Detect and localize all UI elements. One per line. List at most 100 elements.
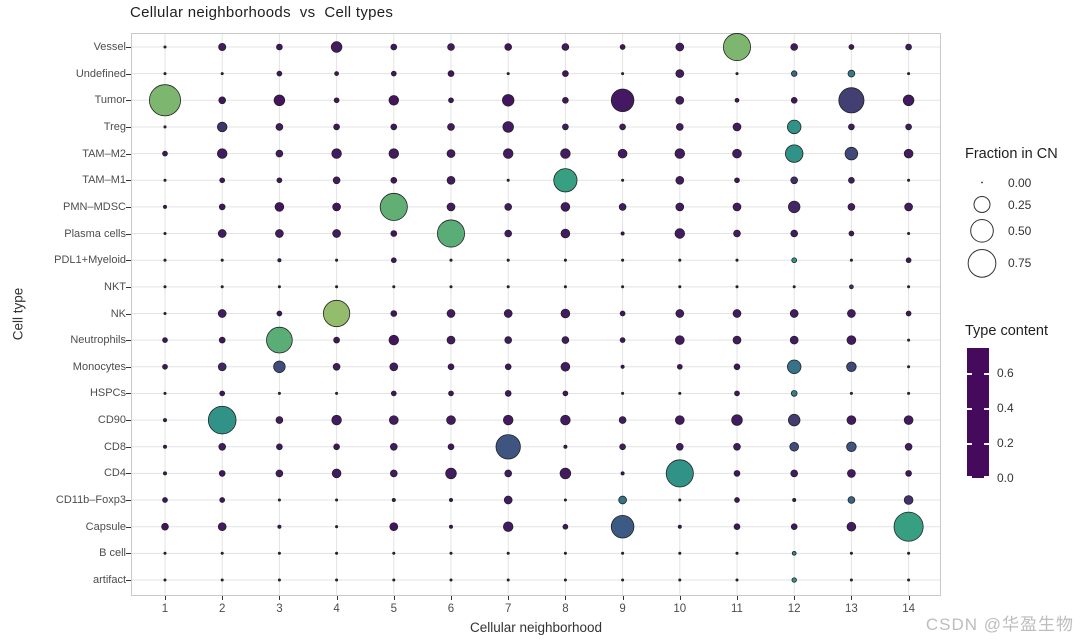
dot bbox=[905, 310, 912, 317]
y-tick bbox=[126, 233, 131, 235]
dot bbox=[275, 416, 284, 424]
y-axis-label: B cell bbox=[0, 546, 131, 560]
colorbar-tick-label: 0.0 bbox=[997, 471, 1014, 485]
dot bbox=[847, 69, 856, 78]
dot bbox=[675, 309, 685, 318]
dot bbox=[446, 202, 456, 212]
dot bbox=[219, 497, 226, 503]
dot bbox=[502, 121, 514, 133]
dot bbox=[447, 123, 455, 131]
dot bbox=[790, 390, 798, 397]
dot bbox=[907, 365, 911, 369]
dot bbox=[792, 497, 797, 502]
x-tick bbox=[737, 596, 738, 600]
dot bbox=[506, 578, 510, 582]
colorbar-gradient bbox=[967, 348, 989, 478]
dot bbox=[449, 578, 453, 582]
dot bbox=[333, 97, 340, 104]
dot bbox=[275, 229, 284, 238]
y-tick bbox=[126, 340, 131, 342]
y-axis-label: TAM–M2 bbox=[0, 147, 131, 161]
dot bbox=[563, 551, 567, 555]
dot bbox=[219, 390, 226, 397]
dot bbox=[610, 88, 635, 113]
dot bbox=[218, 470, 226, 477]
dot bbox=[792, 285, 796, 289]
size-legend-circle bbox=[981, 181, 983, 184]
dot bbox=[219, 177, 226, 184]
dot bbox=[162, 363, 168, 370]
dot bbox=[907, 338, 911, 342]
dot bbox=[217, 309, 227, 318]
y-axis-label: HSPCs bbox=[0, 386, 131, 400]
dot bbox=[163, 45, 167, 49]
dot bbox=[563, 444, 568, 449]
dot bbox=[447, 443, 455, 451]
y-tick bbox=[126, 126, 131, 128]
dot bbox=[276, 43, 283, 51]
colorbar-tick-mark bbox=[967, 442, 972, 445]
dot bbox=[848, 44, 855, 50]
colorbar-tick-mark bbox=[984, 372, 989, 375]
dot bbox=[788, 413, 801, 427]
dot bbox=[446, 415, 456, 425]
dot bbox=[676, 363, 683, 370]
dot bbox=[787, 359, 802, 374]
y-tick bbox=[126, 500, 131, 502]
colorbar-tick-mark bbox=[967, 476, 972, 478]
dot bbox=[620, 471, 625, 476]
dot bbox=[335, 498, 339, 502]
dot bbox=[448, 524, 453, 529]
x-axis-title: Cellular neighborhood bbox=[469, 620, 603, 635]
dot bbox=[503, 148, 514, 159]
dot bbox=[277, 498, 281, 502]
dot bbox=[390, 176, 398, 184]
dot bbox=[790, 96, 798, 104]
dot bbox=[848, 123, 855, 131]
dot bbox=[790, 176, 798, 185]
dot bbox=[379, 192, 408, 221]
dot bbox=[734, 177, 740, 184]
dot bbox=[563, 498, 567, 502]
dot bbox=[504, 43, 512, 51]
dot bbox=[163, 311, 167, 316]
dot bbox=[277, 285, 281, 289]
dot bbox=[723, 33, 751, 61]
dot bbox=[553, 168, 578, 193]
x-axis-label: 4 bbox=[317, 596, 357, 616]
dot bbox=[504, 229, 512, 238]
dot bbox=[390, 123, 398, 131]
dot bbox=[790, 43, 798, 51]
dot bbox=[217, 362, 227, 372]
dot bbox=[618, 416, 627, 424]
dot bbox=[678, 578, 682, 582]
dot bbox=[448, 390, 454, 397]
dot bbox=[665, 459, 694, 488]
dot bbox=[390, 310, 398, 317]
y-tick bbox=[126, 366, 131, 368]
dot bbox=[275, 469, 284, 478]
dot bbox=[904, 443, 913, 451]
dot bbox=[846, 361, 857, 373]
dot bbox=[277, 524, 282, 529]
dot bbox=[735, 578, 739, 582]
y-tick bbox=[126, 260, 131, 262]
x-axis-label: 13 bbox=[831, 596, 871, 616]
size-legend-label: 0.00 bbox=[1008, 175, 1032, 190]
dot bbox=[220, 578, 224, 582]
dot bbox=[733, 523, 741, 531]
dot bbox=[276, 177, 283, 184]
y-tick bbox=[126, 526, 131, 528]
dot bbox=[334, 71, 339, 76]
dot bbox=[618, 495, 627, 505]
dot bbox=[619, 123, 626, 131]
colorbar-tick-mark bbox=[967, 372, 972, 375]
dot bbox=[847, 203, 856, 211]
y-axis-label: PDL1+Myeloid bbox=[0, 253, 131, 267]
dot bbox=[733, 470, 741, 477]
y-axis-label: Treg bbox=[0, 120, 131, 134]
size-legend-item: 0.75 bbox=[965, 246, 1080, 281]
dot bbox=[620, 231, 625, 236]
dot bbox=[907, 285, 911, 289]
